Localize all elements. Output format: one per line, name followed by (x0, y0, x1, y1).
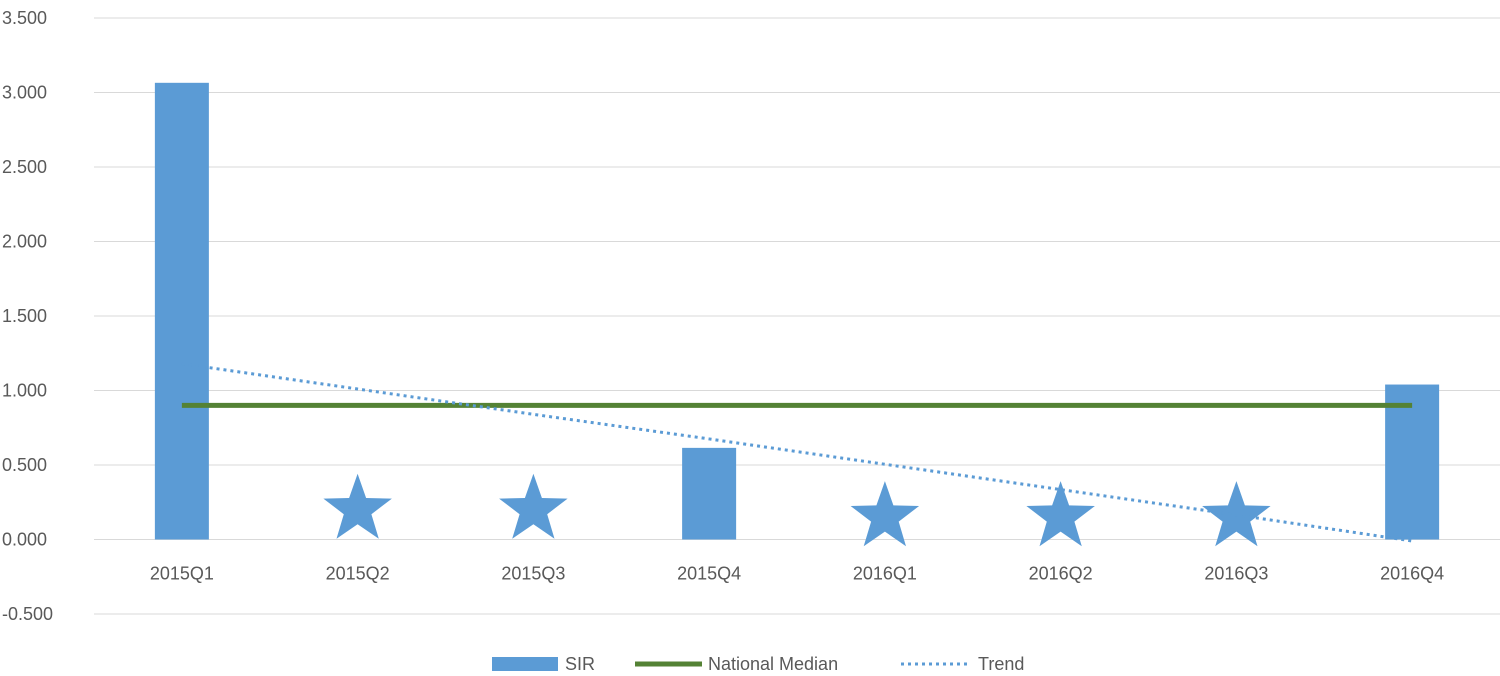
legend-swatch-sir (492, 657, 558, 671)
legend-label-national-median: National Median (708, 654, 838, 674)
bar-2015Q1 (154, 82, 209, 540)
x-tick-label: 2016Q4 (1380, 564, 1444, 584)
x-tick-label: 2015Q3 (501, 564, 565, 584)
gridlines (94, 17, 1500, 615)
star-icon (850, 481, 920, 547)
x-tick-label: 2016Q3 (1204, 564, 1268, 584)
x-tick-label: 2016Q1 (853, 564, 917, 584)
y-tick-label: 2.000 (2, 232, 47, 252)
x-tick-label: 2015Q1 (150, 564, 214, 584)
bar-2016Q4 (1385, 384, 1440, 540)
legend-item-sir: SIR (492, 654, 595, 674)
legend: SIR National Median Trend (492, 654, 1024, 674)
star-icon (323, 473, 392, 539)
x-tick-label: 2015Q2 (326, 564, 390, 584)
bar-2015Q4 (682, 447, 737, 540)
x-tick-label: 2015Q4 (677, 564, 741, 584)
y-tick-label: 0.000 (2, 530, 47, 550)
star-markers (323, 473, 1271, 547)
y-tick-label: -0.500 (2, 604, 53, 624)
y-tick-label: 3.500 (2, 8, 47, 28)
y-tick-label: 1.000 (2, 381, 47, 401)
star-icon (499, 473, 568, 539)
y-tick-label: 0.500 (2, 455, 47, 475)
legend-item-national-median: National Median (635, 654, 838, 674)
y-axis-labels: -0.500 0.000 0.500 1.000 1.500 2.000 2.500 3.00… (2, 8, 53, 624)
legend-item-trend: Trend (901, 654, 1024, 674)
legend-label-trend: Trend (978, 654, 1024, 674)
legend-label-sir: SIR (565, 654, 595, 674)
x-tick-label: 2016Q2 (1029, 564, 1093, 584)
sir-bars (154, 82, 1440, 540)
y-tick-label: 3.000 (2, 83, 47, 103)
x-axis-labels: 2015Q1 2015Q2 2015Q3 2015Q4 2016Q1 2016Q2 2016… (150, 564, 1444, 584)
series-lines (181, 362, 1413, 543)
y-tick-label: 2.500 (2, 157, 47, 177)
y-tick-label: 1.500 (2, 306, 47, 326)
star-icon (1026, 481, 1095, 547)
